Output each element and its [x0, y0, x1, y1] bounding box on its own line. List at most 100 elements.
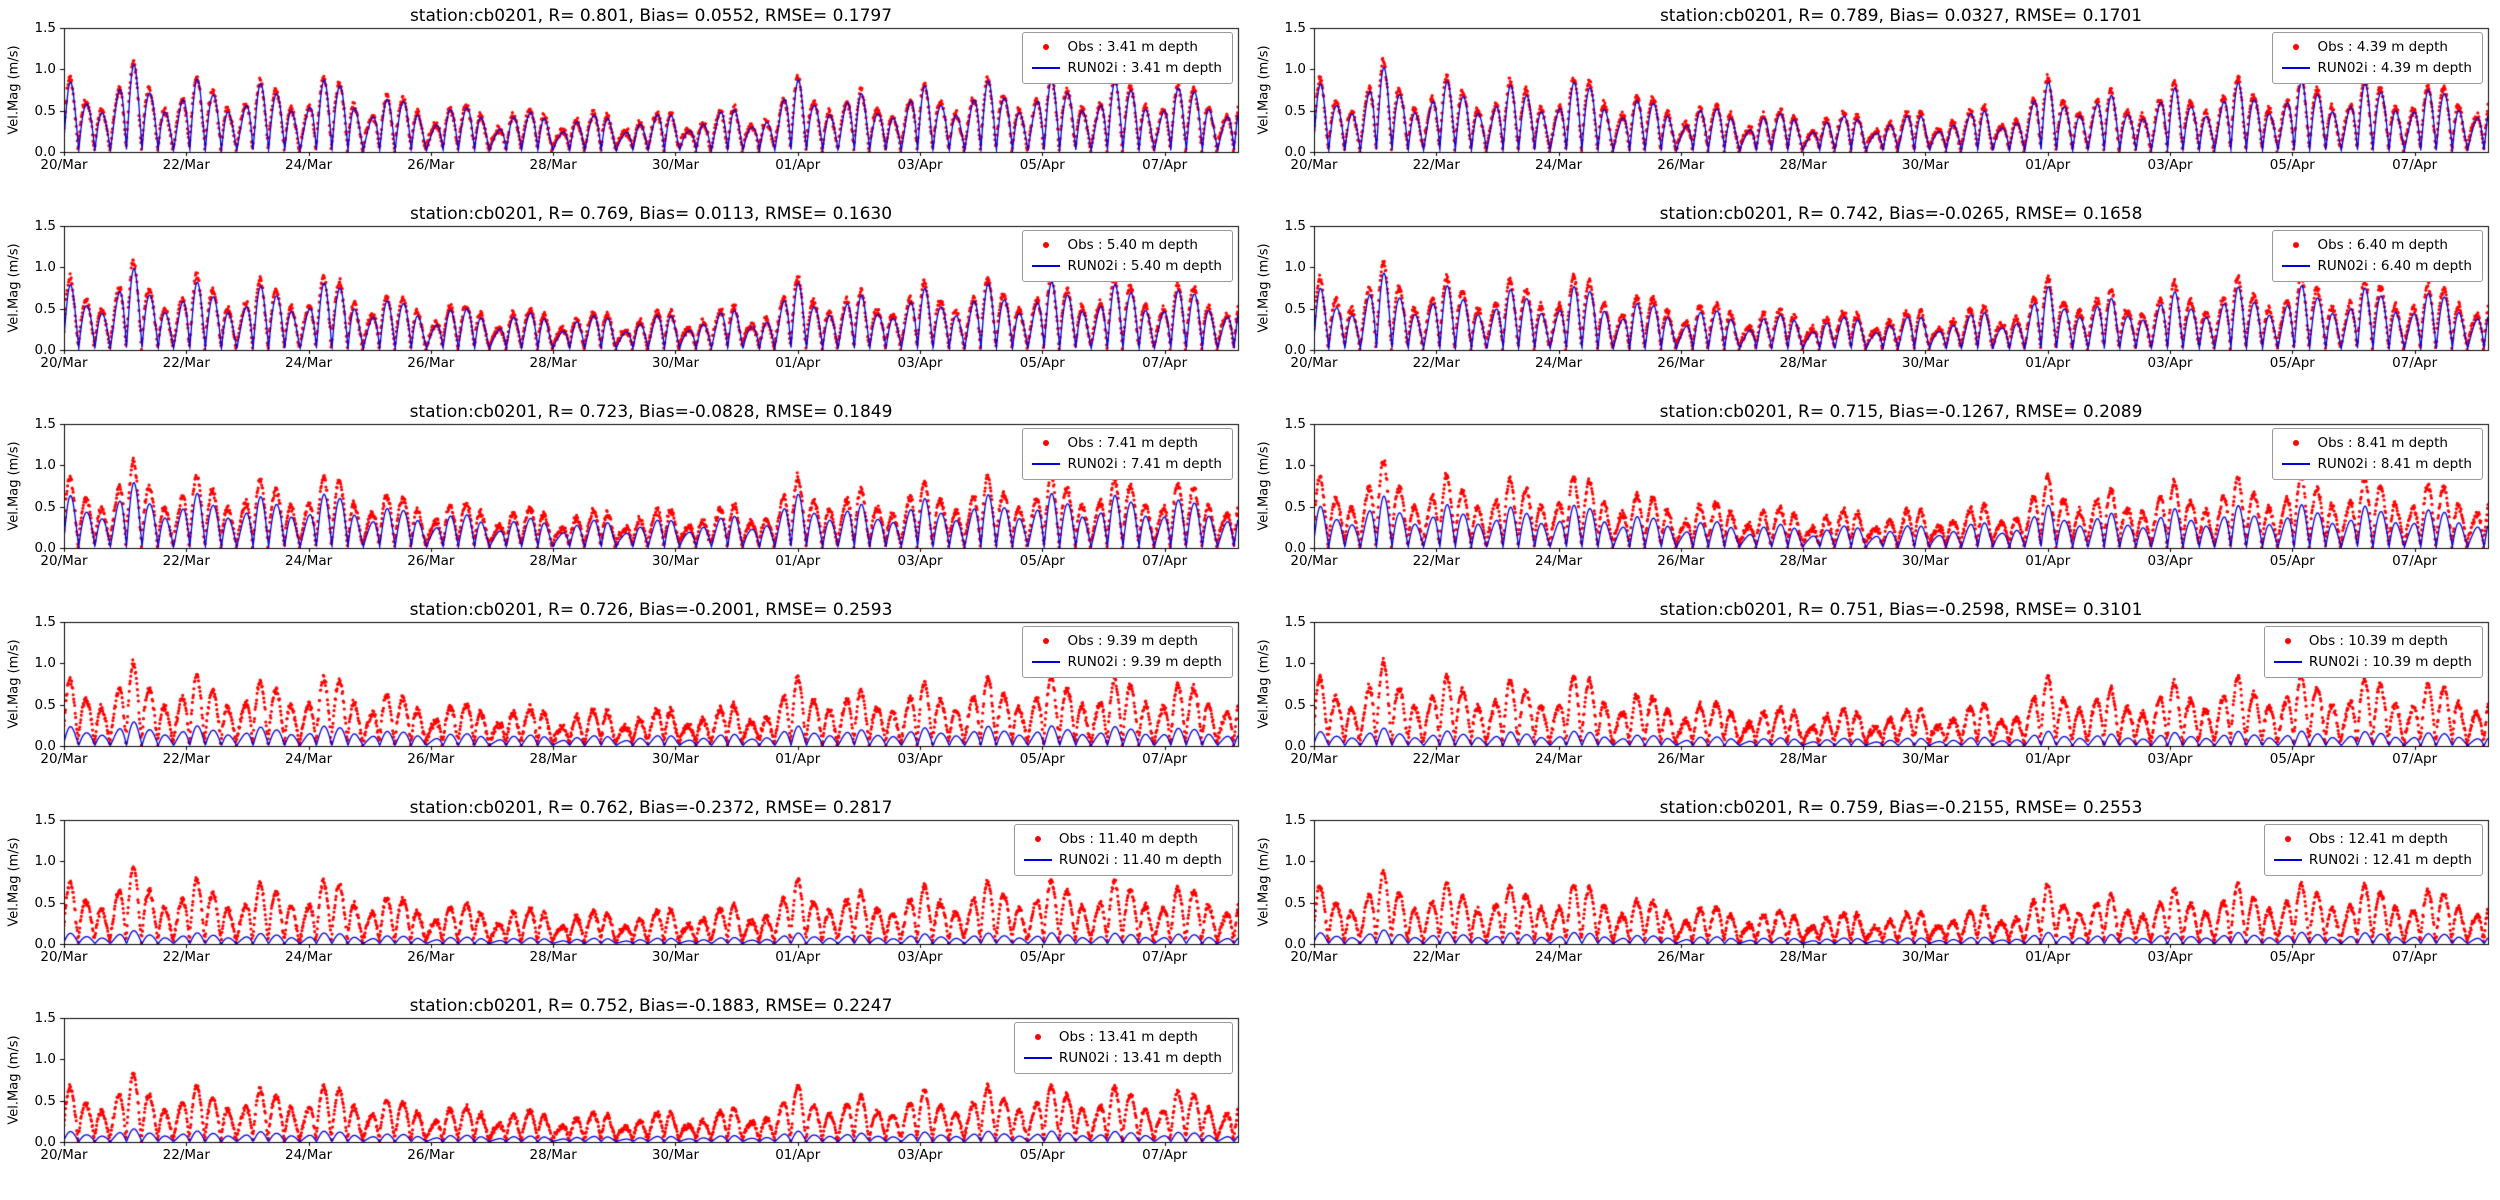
x-tick-label: 24/Mar	[284, 157, 333, 173]
y-tick-label: 0.5	[34, 894, 56, 911]
legend-entry-obs: Obs : 13.41 m depth	[1023, 1027, 1222, 1048]
x-tick-label: 05/Apr	[1019, 751, 1065, 767]
legend-obs-marker-icon	[1031, 440, 1061, 447]
x-tick-label: 24/Mar	[284, 949, 333, 965]
x-tick-label: 07/Apr	[1142, 355, 1188, 371]
legend-obs-marker-icon	[1023, 836, 1053, 843]
legend-box: Obs : 13.41 m depth RUN02i : 13.41 m dept…	[1013, 1022, 1233, 1074]
x-tick-label: 30/Mar	[1901, 949, 1950, 965]
subplot-title: station:cb0201, R= 0.789, Bias= 0.0327, …	[1659, 6, 2143, 26]
legend-entry-model: RUN02i : 4.39 m depth	[2281, 58, 2472, 79]
y-tick-label: 0.5	[1284, 894, 1306, 911]
x-tick-label: 28/Mar	[1779, 751, 1827, 767]
y-tick-label: 1.5	[34, 218, 56, 234]
y-tick-label: 1.5	[34, 416, 56, 432]
x-tick-label: 24/Mar	[1534, 355, 1583, 371]
x-tick-label: 03/Apr	[897, 355, 943, 371]
legend-model-label: RUN02i : 11.40 m depth	[1058, 851, 1222, 868]
x-tick-label: 28/Mar	[529, 1147, 577, 1163]
x-tick-label: 03/Apr	[897, 1147, 943, 1163]
x-tick-label: 30/Mar	[651, 1147, 700, 1163]
x-tick-label: 20/Mar	[40, 1147, 88, 1163]
legend-obs-label: Obs : 10.39 m depth	[2308, 633, 2448, 649]
x-tick-label: 03/Apr	[2147, 949, 2193, 965]
obs-dot-icon	[1043, 44, 1050, 51]
legend-box: Obs : 9.39 m depth RUN02i : 9.39 m depth	[1022, 626, 1233, 678]
y-tick-label: 0.5	[1284, 102, 1306, 119]
x-tick-label: 22/Mar	[1412, 157, 1460, 173]
legend-obs-marker-icon	[1031, 638, 1061, 645]
x-tick-label: 20/Mar	[1290, 751, 1338, 767]
x-tick-label: 20/Mar	[1290, 157, 1338, 173]
y-tick-label: 1.0	[34, 457, 56, 474]
x-tick-label: 30/Mar	[1901, 751, 1950, 767]
y-axis-label: Vel.Mag (m/s)	[1256, 837, 1272, 927]
obs-dot-icon	[1034, 836, 1041, 843]
x-tick-label: 28/Mar	[1779, 355, 1827, 371]
legend-obs-label: Obs : 9.39 m depth	[1067, 633, 1198, 649]
legend-box: Obs : 12.41 m depth RUN02i : 12.41 m dept…	[2263, 824, 2483, 876]
legend-model-label: RUN02i : 12.41 m depth	[2308, 851, 2472, 868]
x-tick-label: 03/Apr	[2147, 553, 2193, 569]
legend-model-marker-icon	[2281, 67, 2311, 70]
y-tick-label: 1.0	[1284, 853, 1306, 870]
legend-entry-model: RUN02i : 11.40 m depth	[1023, 850, 1222, 871]
legend-model-marker-icon	[1023, 1057, 1053, 1060]
x-tick-label: 22/Mar	[162, 157, 210, 173]
y-tick-label: 1.0	[34, 61, 56, 78]
subplot-title: station:cb0201, R= 0.752, Bias=-0.1883, …	[409, 996, 893, 1016]
y-tick-label: 0.0	[1284, 144, 1306, 160]
x-tick-label: 28/Mar	[1779, 157, 1827, 173]
model-line-icon	[1032, 661, 1061, 664]
legend-entry-obs: Obs : 6.40 m depth	[2281, 235, 2472, 256]
subplot-title: station:cb0201, R= 0.726, Bias=-0.2001, …	[409, 600, 893, 620]
y-tick-label: 0.0	[34, 738, 56, 754]
legend-obs-label: Obs : 7.41 m depth	[1067, 435, 1198, 451]
legend-model-label: RUN02i : 7.41 m depth	[1067, 455, 1222, 472]
legend-model-marker-icon	[2273, 859, 2303, 862]
x-tick-label: 26/Mar	[1657, 751, 1705, 767]
obs-dot-icon	[2293, 242, 2300, 249]
y-tick-label: 1.5	[1284, 20, 1306, 36]
x-tick-label: 26/Mar	[407, 157, 455, 173]
model-line-icon	[2282, 67, 2311, 70]
legend-entry-obs: Obs : 3.41 m depth	[1031, 37, 1222, 58]
y-axis-label: Vel.Mag (m/s)	[6, 837, 22, 927]
legend-obs-marker-icon	[1023, 1034, 1053, 1041]
subplot-cb0201-depth-6.4: station:cb0201, R= 0.742, Bias=-0.0265, …	[1250, 200, 2500, 398]
x-tick-label: 01/Apr	[775, 355, 821, 371]
subplot-cb0201-depth-9.39: station:cb0201, R= 0.726, Bias=-0.2001, …	[0, 596, 1250, 794]
legend-obs-marker-icon	[2281, 440, 2311, 447]
y-axis-label: Vel.Mag (m/s)	[6, 45, 22, 135]
obs-dot-icon	[1034, 1034, 1041, 1041]
x-tick-label: 26/Mar	[1657, 157, 1705, 173]
x-tick-label: 07/Apr	[1142, 157, 1188, 173]
subplot-title: station:cb0201, R= 0.723, Bias=-0.0828, …	[409, 402, 893, 422]
subplot-title: station:cb0201, R= 0.715, Bias=-0.1267, …	[1659, 402, 2143, 422]
legend-model-marker-icon	[1031, 67, 1061, 70]
x-tick-label: 22/Mar	[1412, 949, 1460, 965]
model-line-icon	[1032, 67, 1061, 70]
legend-box: Obs : 3.41 m depth RUN02i : 3.41 m depth	[1022, 32, 1233, 84]
y-tick-label: 0.0	[34, 144, 56, 160]
legend-entry-model: RUN02i : 7.41 m depth	[1031, 454, 1222, 475]
y-axis-label: Vel.Mag (m/s)	[1256, 45, 1272, 135]
legend-obs-marker-icon	[2281, 44, 2311, 51]
legend-box: Obs : 7.41 m depth RUN02i : 7.41 m depth	[1022, 428, 1233, 480]
x-tick-label: 28/Mar	[1779, 949, 1827, 965]
model-line-icon	[1032, 265, 1061, 268]
legend-obs-label: Obs : 13.41 m depth	[1058, 1029, 1198, 1045]
legend-model-marker-icon	[1031, 463, 1061, 466]
y-tick-label: 1.0	[34, 853, 56, 870]
x-tick-label: 28/Mar	[529, 949, 577, 965]
y-tick-label: 0.5	[1284, 300, 1306, 317]
y-tick-label: 1.5	[1284, 812, 1306, 828]
x-tick-label: 28/Mar	[529, 355, 577, 371]
obs-dot-icon	[2284, 836, 2291, 843]
x-tick-label: 24/Mar	[284, 751, 333, 767]
x-tick-label: 01/Apr	[2025, 355, 2071, 371]
legend-model-label: RUN02i : 4.39 m depth	[2317, 59, 2472, 76]
x-tick-label: 24/Mar	[1534, 751, 1583, 767]
legend-entry-obs: Obs : 10.39 m depth	[2273, 631, 2472, 652]
legend-box: Obs : 8.41 m depth RUN02i : 8.41 m depth	[2272, 428, 2483, 480]
